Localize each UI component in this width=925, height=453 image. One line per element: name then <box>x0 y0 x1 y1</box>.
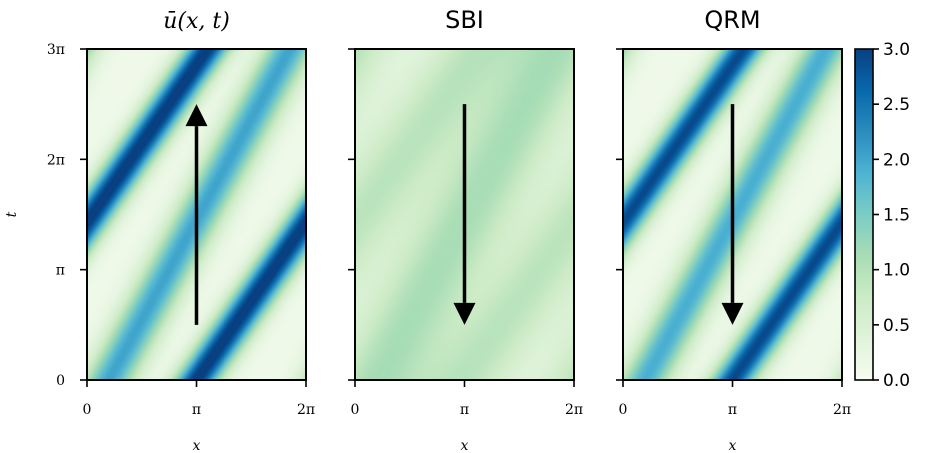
x-axis-label: x <box>461 438 469 453</box>
x-tick-label: π <box>728 402 737 418</box>
panel-title: ū(x, t) <box>163 9 230 34</box>
colorbar-tick-label: 0.5 <box>883 316 910 336</box>
x-tick-label: 0 <box>351 402 360 418</box>
x-tick-label: π <box>460 402 469 418</box>
x-tick-label: 0 <box>83 402 92 418</box>
y-tick-label: 0 <box>56 373 65 389</box>
colorbar-tick-label: 1.0 <box>883 261 910 281</box>
arrow-down <box>721 104 744 325</box>
panel-title: QRM <box>704 6 760 34</box>
colorbar-tick-label: 3.0 <box>883 40 910 60</box>
arrow-up <box>185 104 208 325</box>
panel-3: QRM 0 π 2π x <box>616 6 851 453</box>
panel-2: SBI 0 π 2π x <box>348 6 583 453</box>
x-tick-label: π <box>192 402 201 418</box>
panel-title: SBI <box>445 6 484 34</box>
colorbar-tick-label: 0.0 <box>883 371 910 391</box>
colorbar-tick-label: 2.0 <box>883 150 910 170</box>
panel-1: ū(x, t) 0 π 2π x 0 π 2π 3π t <box>4 9 315 453</box>
x-tick-label: 2π <box>565 402 583 418</box>
y-tick-label: π <box>56 263 65 279</box>
y-tick-label: 2π <box>47 152 65 168</box>
x-axis-label: x <box>729 438 737 453</box>
y-tick-label: 3π <box>47 42 65 58</box>
x-tick-label: 2π <box>297 402 315 418</box>
colorbar-tick-label: 1.5 <box>883 206 910 226</box>
x-tick-label: 2π <box>833 402 851 418</box>
x-tick-label: 0 <box>619 402 628 418</box>
y-axis-label: t <box>4 211 20 217</box>
arrow-down <box>453 104 476 325</box>
colorbar-gradient <box>855 49 873 380</box>
colorbar: 0.0 0.5 1.0 1.5 2.0 2.5 3.0 <box>854 40 910 391</box>
x-axis-label: x <box>193 438 201 453</box>
colorbar-tick-label: 2.5 <box>883 95 910 115</box>
